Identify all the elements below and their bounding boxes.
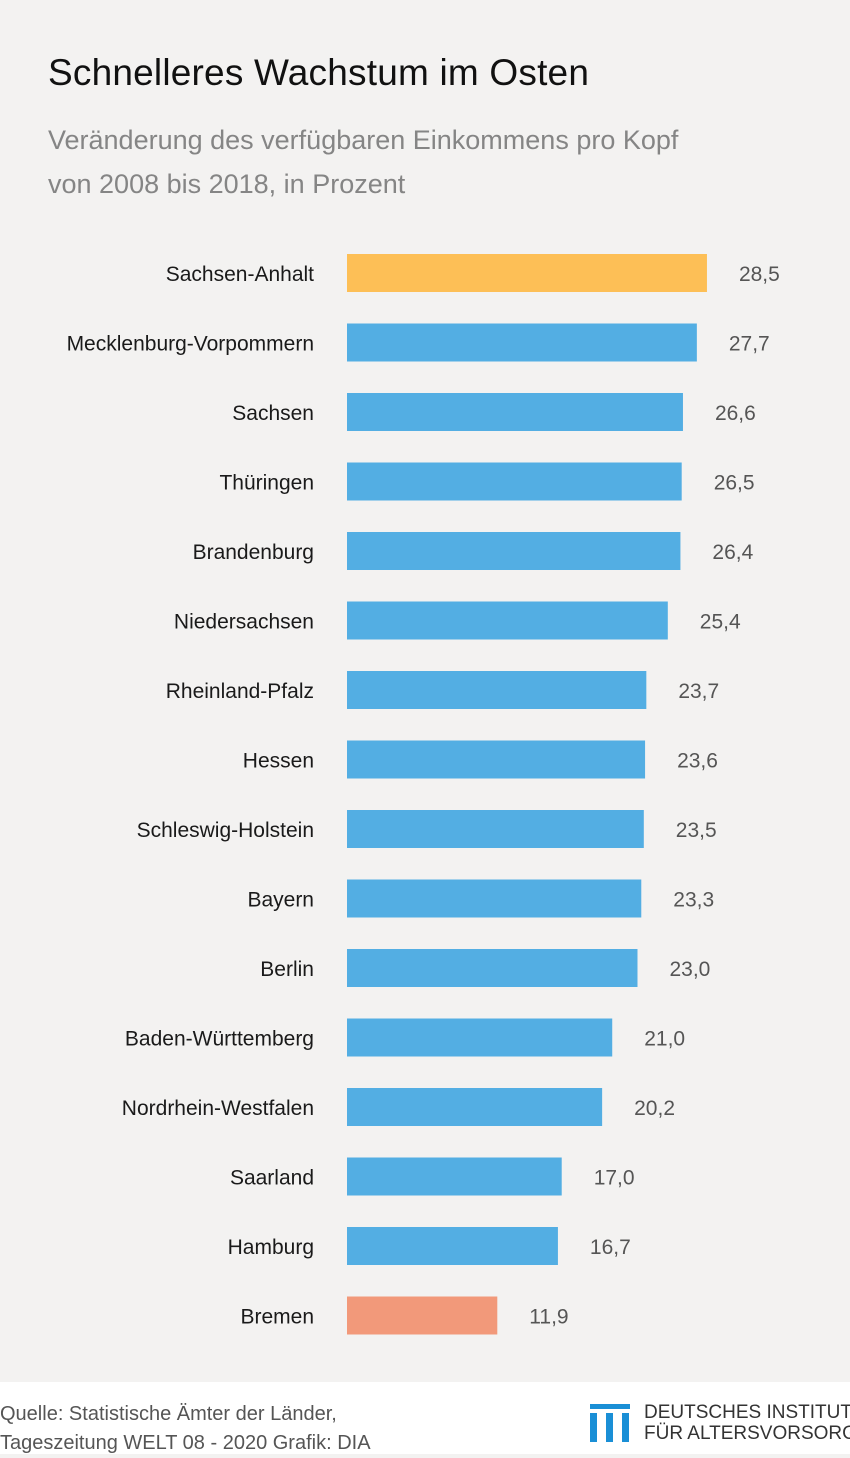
value-label: 25,4 [700, 611, 741, 634]
value-label: 23,6 [677, 750, 718, 773]
dia-logo-mark [590, 1404, 630, 1442]
category-label: Brandenburg [193, 541, 314, 564]
chart-subtitle: Veränderung des verfügbaren Einkommens p… [48, 118, 808, 206]
category-label: Schleswig-Holstein [137, 819, 314, 842]
value-label: 17,0 [594, 1167, 635, 1190]
bar [347, 949, 638, 987]
category-label: Sachsen [232, 402, 314, 425]
bar [347, 323, 697, 362]
category-label: Berlin [260, 958, 314, 981]
bar [347, 879, 642, 918]
category-label: Sachsen-Anhalt [166, 263, 314, 286]
logo-line-1: DEUTSCHES INSTITUT [644, 1402, 850, 1423]
bar [347, 254, 707, 292]
category-label: Mecklenburg-Vorpommern [67, 333, 314, 356]
value-label: 23,7 [678, 680, 719, 703]
source-line-1: Quelle: Statistische Ämter der Länder, [0, 1403, 337, 1425]
bar [347, 1296, 498, 1335]
bar [347, 671, 647, 709]
value-label: 26,5 [714, 472, 755, 495]
bar-chart: Sachsen-Anhalt 28,5 Mecklenburg-Vorpommern… [67, 254, 780, 1335]
bar [347, 740, 646, 779]
category-label: Hessen [243, 750, 314, 773]
category-label: Rheinland-Pfalz [166, 680, 314, 703]
value-label: 26,6 [715, 402, 756, 425]
source-note: Quelle: Statistische Ämter der Länder, T… [0, 1400, 371, 1458]
value-label: 23,3 [673, 889, 714, 912]
category-label: Niedersachsen [174, 611, 314, 634]
category-label: Thüringen [219, 472, 314, 495]
value-label: 27,7 [729, 333, 770, 356]
source-line-2: Tageszeitung WELT 08 - 2020 Grafik: DIA [0, 1432, 371, 1454]
category-label: Bayern [247, 889, 314, 912]
value-label: 28,5 [739, 263, 780, 286]
bar [347, 462, 682, 501]
value-label: 23,5 [676, 819, 717, 842]
subtitle-line-2: von 2008 bis 2018, in Prozent [48, 169, 406, 199]
bar [347, 810, 644, 848]
logo-line-2: FÜR ALTERSVORSORGE [644, 1423, 850, 1444]
bar [347, 601, 668, 640]
bar [347, 1088, 603, 1126]
bar [347, 532, 681, 570]
category-label: Saarland [230, 1167, 314, 1190]
bar [347, 1018, 613, 1057]
bar [347, 1157, 562, 1196]
value-label: 26,4 [712, 541, 753, 564]
bar [347, 393, 683, 431]
bar [347, 1227, 558, 1265]
value-label: 16,7 [590, 1236, 631, 1259]
value-label: 11,9 [529, 1306, 568, 1329]
subtitle-line-1: Veränderung des verfügbaren Einkommens p… [48, 125, 679, 155]
value-label: 21,0 [644, 1028, 685, 1051]
dia-logo-text: DEUTSCHES INSTITUT FÜR ALTERSVORSORGE [644, 1402, 850, 1444]
chart-title: Schnelleres Wachstum im Osten [48, 52, 590, 93]
category-label: Bremen [240, 1306, 314, 1329]
category-label: Baden-Württemberg [125, 1028, 314, 1051]
category-label: Hamburg [228, 1236, 314, 1259]
category-label: Nordrhein-Westfalen [122, 1097, 314, 1120]
dia-logo: DEUTSCHES INSTITUT FÜR ALTERSVORSORGE [590, 1402, 850, 1446]
value-label: 20,2 [634, 1097, 675, 1120]
footer: Quelle: Statistische Ämter der Länder, T… [0, 1382, 850, 1454]
value-label: 23,0 [669, 958, 710, 981]
